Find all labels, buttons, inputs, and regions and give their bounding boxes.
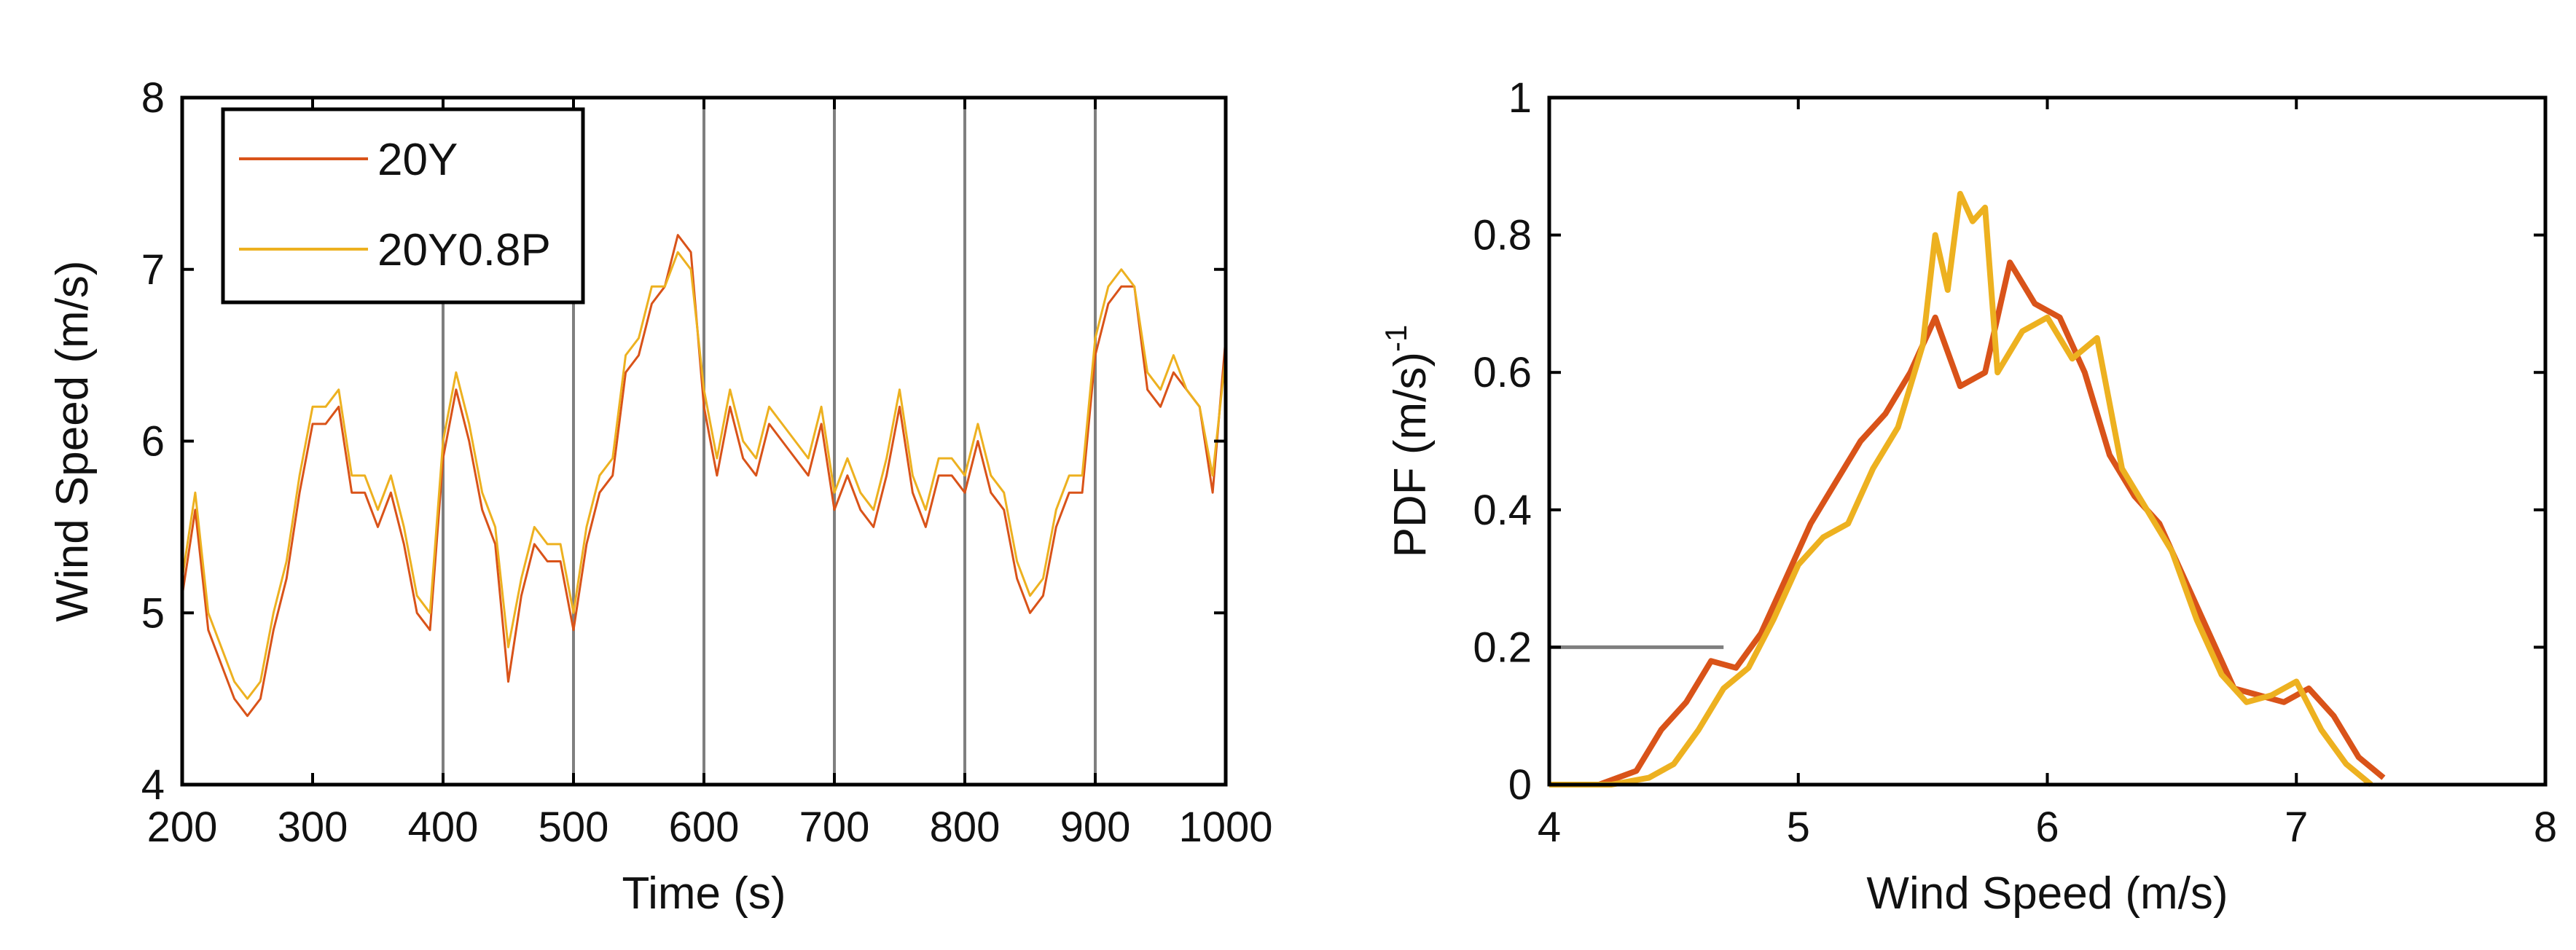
y-tick-label: 4 [141,761,165,809]
series-line-20y [181,234,1227,718]
series-lines [181,234,1227,718]
series-lines [1549,191,2386,788]
x-tick-label: 5 [1787,804,1810,851]
x-tick-label: 1000 [1178,804,1272,851]
x-tick-label: 900 [1060,804,1131,851]
x-tick-label: 200 [147,804,218,851]
x-tick-label: 6 [2035,804,2059,851]
x-tick-label: 800 [930,804,1001,851]
legend-entry-20y: 20Y [377,135,458,185]
x-tick-label: 500 [539,804,609,851]
y-axis-label-exponent: -1 [1379,325,1413,352]
time-series-panel: 200 300 400 500 600 700 800 900 1000 4 5 6 7 8 Time (… [47,74,1273,919]
y-axis-label: PDF (m/s)-1 [1379,325,1436,558]
x-tick-label: 300 [278,804,348,851]
pdf-panel: 4 5 6 7 8 0 0.2 0.4 0.6 0.8 1 Wind Speed (m/s) PDF… [1379,74,2557,919]
plot-frame [1547,95,2548,787]
x-tick-label: 600 [669,804,740,851]
series-line-20y0-8p [1549,191,2373,788]
y-tick-label: 6 [141,418,165,466]
x-tick-label: 7 [2285,804,2308,851]
y-tick-label: 0.6 [1473,349,1532,396]
tick-labels: 200 300 400 500 600 700 800 900 1000 4 5 6 7 8 [141,74,1273,851]
y-tick-label: 0.2 [1473,624,1532,671]
legend: 20Y 20Y0.8P [221,107,585,305]
y-axis-label-text: PDF (m/s) [1385,352,1436,557]
y-axis-label: Wind Speed (m/s) [47,260,98,621]
y-tick-label: 0.4 [1473,487,1532,534]
legend-entry-20y0-8p: 20Y0.8P [377,225,551,275]
series-line-20y [1549,259,2386,788]
x-axis-label: Time (s) [622,868,786,919]
x-tick-label: 8 [2534,804,2557,851]
y-tick-label: 1 [1508,74,1532,122]
x-axis-label: Wind Speed (m/s) [1866,868,2228,919]
y-tick-label: 5 [141,589,165,637]
y-tick-label: 0.8 [1473,212,1532,259]
y-tick-label: 0 [1508,761,1532,809]
y-tick-label: 8 [141,74,165,122]
y-tick-label: 7 [141,246,165,294]
series-line-20y0-8p [181,251,1227,700]
x-tick-label: 400 [408,804,479,851]
legend-box [221,107,585,305]
tick-labels: 4 5 6 7 8 0 0.2 0.4 0.6 0.8 1 [1473,74,2557,851]
plot-frame [180,95,1228,787]
x-tick-label: 4 [1538,804,1561,851]
x-tick-label: 700 [799,804,870,851]
